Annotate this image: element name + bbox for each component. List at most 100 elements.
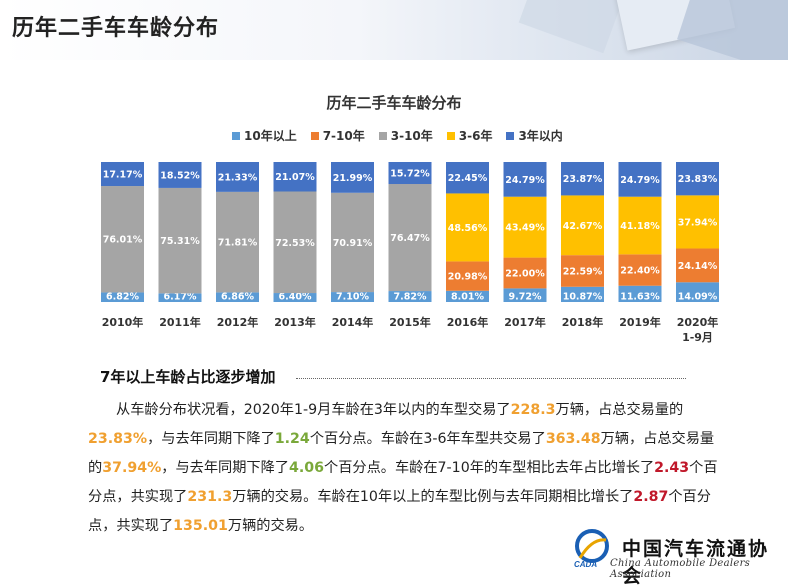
legend-item: 3年以内 [506, 127, 563, 144]
data-label: 7.10% [336, 292, 369, 303]
bar-segment [446, 193, 489, 262]
data-label: 42.67% [563, 221, 603, 232]
data-label: 14.09% [678, 292, 718, 303]
chart-title: 历年二手车车龄分布 [326, 94, 462, 112]
data-label: 18.52% [160, 170, 200, 181]
data-label: 6.17% [164, 292, 197, 303]
data-label: 76.01% [103, 235, 143, 246]
analysis-paragraph: 从车龄分布状况看，2020年1-9月车龄在3年以内的车型交易了228.3万辆，占… [88, 396, 718, 541]
bar-segment [676, 282, 719, 302]
paragraph-text: 个百分点。车龄在7-10年的车型相比去年占比增长了 [324, 460, 655, 476]
bar-segment [503, 162, 547, 197]
x-tick-label: 2020年 [677, 315, 719, 329]
paragraph-text: 个百分点，共实现了 [88, 460, 718, 505]
data-label: 22.59% [563, 266, 603, 277]
data-label: 72.53% [275, 238, 315, 249]
bar-segment [331, 292, 374, 302]
bar-segment [618, 196, 662, 255]
highlighted-value: 1.24 [274, 431, 310, 447]
bar-segment [331, 192, 374, 293]
data-label: 75.31% [160, 236, 200, 247]
highlighted-value: 2.43 [654, 460, 690, 476]
x-tick-label: 2016年 [447, 315, 489, 329]
bar-segment [561, 255, 604, 287]
x-tick-label: 2015年 [389, 315, 431, 329]
data-label: 43.49% [505, 223, 545, 234]
bar-segment [561, 286, 604, 302]
bar-segment [446, 290, 489, 302]
x-tick-label: 2010年 [102, 315, 144, 329]
x-tick-label: 2012年 [217, 315, 259, 329]
bar-segment [618, 162, 662, 197]
paragraph-text: 万辆，占总交易量的 [88, 431, 715, 476]
bar-segment [618, 254, 662, 286]
page-title: 历年二手车车龄分布 [12, 16, 220, 41]
data-label: 6.82% [106, 292, 139, 303]
legend-label: 3年以内 [518, 129, 563, 143]
stacked-bar-chart: 6.82% 76.01% 17.17% 2010年 6.17% 75.31% 18.52% 2… [101, 162, 719, 344]
bar-segment [561, 162, 604, 196]
dotted-divider [296, 378, 686, 379]
x-tick-label: 2011年 [159, 315, 201, 329]
paragraph-text: 个百分点，共实现了 [88, 489, 711, 534]
bar-segment [676, 248, 719, 283]
highlighted-value: 363.48 [545, 431, 601, 447]
highlighted-value: 37.94% [102, 460, 162, 476]
data-label: 6.86% [221, 292, 254, 303]
data-label: 21.99% [333, 173, 373, 184]
data-label: 22.45% [448, 173, 488, 184]
bar-segment [388, 184, 432, 292]
data-label: 23.87% [563, 174, 603, 185]
data-label: 6.40% [279, 292, 312, 303]
data-label: 71.81% [218, 238, 258, 249]
x-tick-label: 1-9月 [682, 331, 713, 344]
bar-segment [273, 162, 317, 192]
legend-label: 7-10年 [322, 129, 365, 143]
legend-item: 7-10年 [310, 127, 365, 144]
bar-segment [446, 162, 489, 194]
data-label: 20.98% [448, 272, 488, 283]
highlighted-value: 231.3 [187, 489, 233, 505]
data-label: 24.14% [678, 261, 718, 272]
bar-segment [101, 292, 144, 302]
data-label: 24.79% [505, 175, 545, 186]
cada-mark: CADA [574, 560, 597, 568]
data-label: 22.40% [620, 266, 660, 277]
data-label: 21.33% [218, 172, 258, 183]
section-heading: 7年以上车龄占比逐步增加 [100, 368, 276, 386]
header-decoration [677, 0, 788, 60]
highlighted-value: 228.3 [510, 402, 556, 418]
data-label: 22.00% [505, 268, 545, 279]
legend-item: 3-10年 [378, 127, 433, 144]
legend-swatch [232, 131, 240, 140]
data-label: 7.82% [394, 292, 427, 303]
bar-segment [101, 186, 144, 293]
cada-emblem-icon: CADA [574, 529, 609, 568]
paragraph-text: 万辆，占总交易量的 [555, 402, 684, 418]
data-label: 8.01% [451, 292, 484, 303]
logo-english-name: China Automobile Dealers Association [610, 558, 751, 580]
data-label: 15.72% [390, 169, 430, 180]
legend-swatch [378, 131, 387, 140]
legend-item: 10年以上 [232, 127, 297, 144]
header-decoration [518, 0, 628, 54]
data-label: 41.18% [620, 221, 660, 232]
data-label: 17.17% [103, 170, 143, 181]
bar-segment [101, 162, 144, 187]
bar-segment [561, 195, 604, 256]
x-tick-label: 2014年 [332, 315, 374, 329]
paragraph-text: 万辆的交易。车龄在10年以上的车型比例与去年同期相比增长了 [232, 489, 634, 505]
bar-segment [216, 292, 259, 302]
highlighted-value: 4.06 [289, 460, 325, 476]
data-label: 48.56% [448, 223, 488, 234]
x-tick-label: 2017年 [504, 315, 546, 329]
bar-segment [158, 162, 202, 188]
bar-segment [503, 257, 547, 289]
data-label: 23.83% [678, 174, 718, 185]
bar-segment [618, 285, 662, 302]
legend-item: 3-6年 [446, 127, 492, 144]
legend-swatch [446, 131, 455, 140]
legend-swatch [310, 131, 319, 140]
data-label: 21.07% [275, 172, 315, 183]
data-label: 11.63% [620, 292, 660, 303]
